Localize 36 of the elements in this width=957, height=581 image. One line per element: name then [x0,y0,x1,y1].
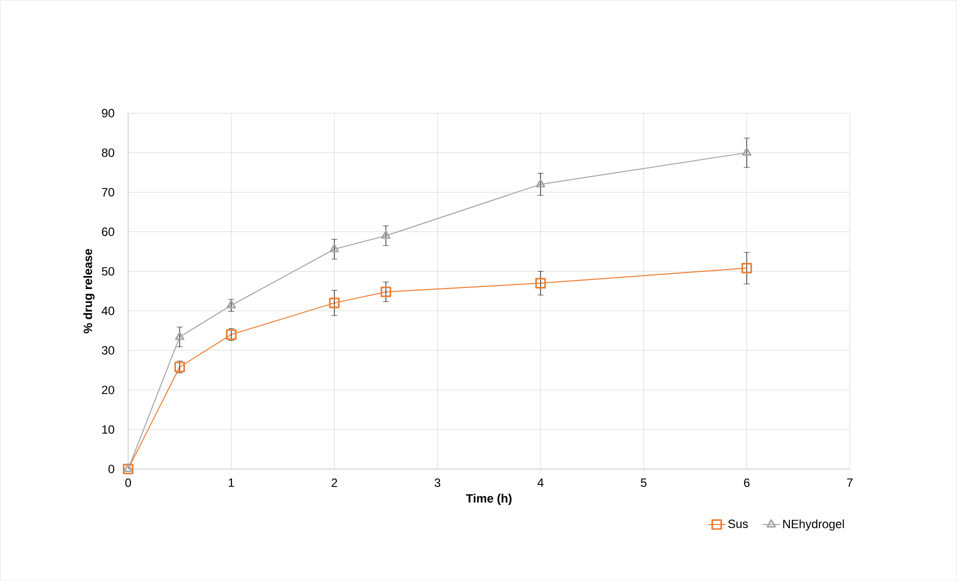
y-tick-label: 40 [102,306,114,315]
point [226,300,236,308]
y-tick-label: 30 [102,346,114,355]
point [329,298,340,308]
y-tick-label: 60 [102,227,114,236]
x-tick-label: 0 [125,478,132,487]
x-axis-title: Time (h) [466,494,512,505]
point [741,262,752,274]
point [175,332,184,340]
y-tick-label: 20 [102,386,114,394]
point [174,362,185,372]
point [330,244,340,252]
y-tick-label: 10 [102,425,114,434]
point [535,278,546,288]
y-tick-label: 0 [108,464,114,474]
x-tick-label: 2 [332,478,338,487]
legend-label: Sus [728,520,748,528]
point [123,464,133,472]
point [122,464,134,474]
y-tick-label: 90 [102,108,114,118]
x-tick-label: 3 [434,478,440,487]
y-tick-label: 70 [102,188,114,196]
point [742,147,752,156]
x-tick-label: 5 [640,478,646,487]
x-tick-label: 7 [847,478,853,487]
y-tick-label: 80 [102,148,114,157]
x-tick-label: 6 [744,478,750,487]
legend-label: NEhydrogel [783,519,844,531]
point [381,230,391,239]
point [226,329,237,340]
y-axis-title: % drug release [83,248,95,334]
point [380,286,392,298]
y-tick-label: 50 [102,267,114,276]
x-tick-label: 4 [538,478,544,487]
point [536,178,546,188]
x-tick-label: 1 [228,478,234,487]
